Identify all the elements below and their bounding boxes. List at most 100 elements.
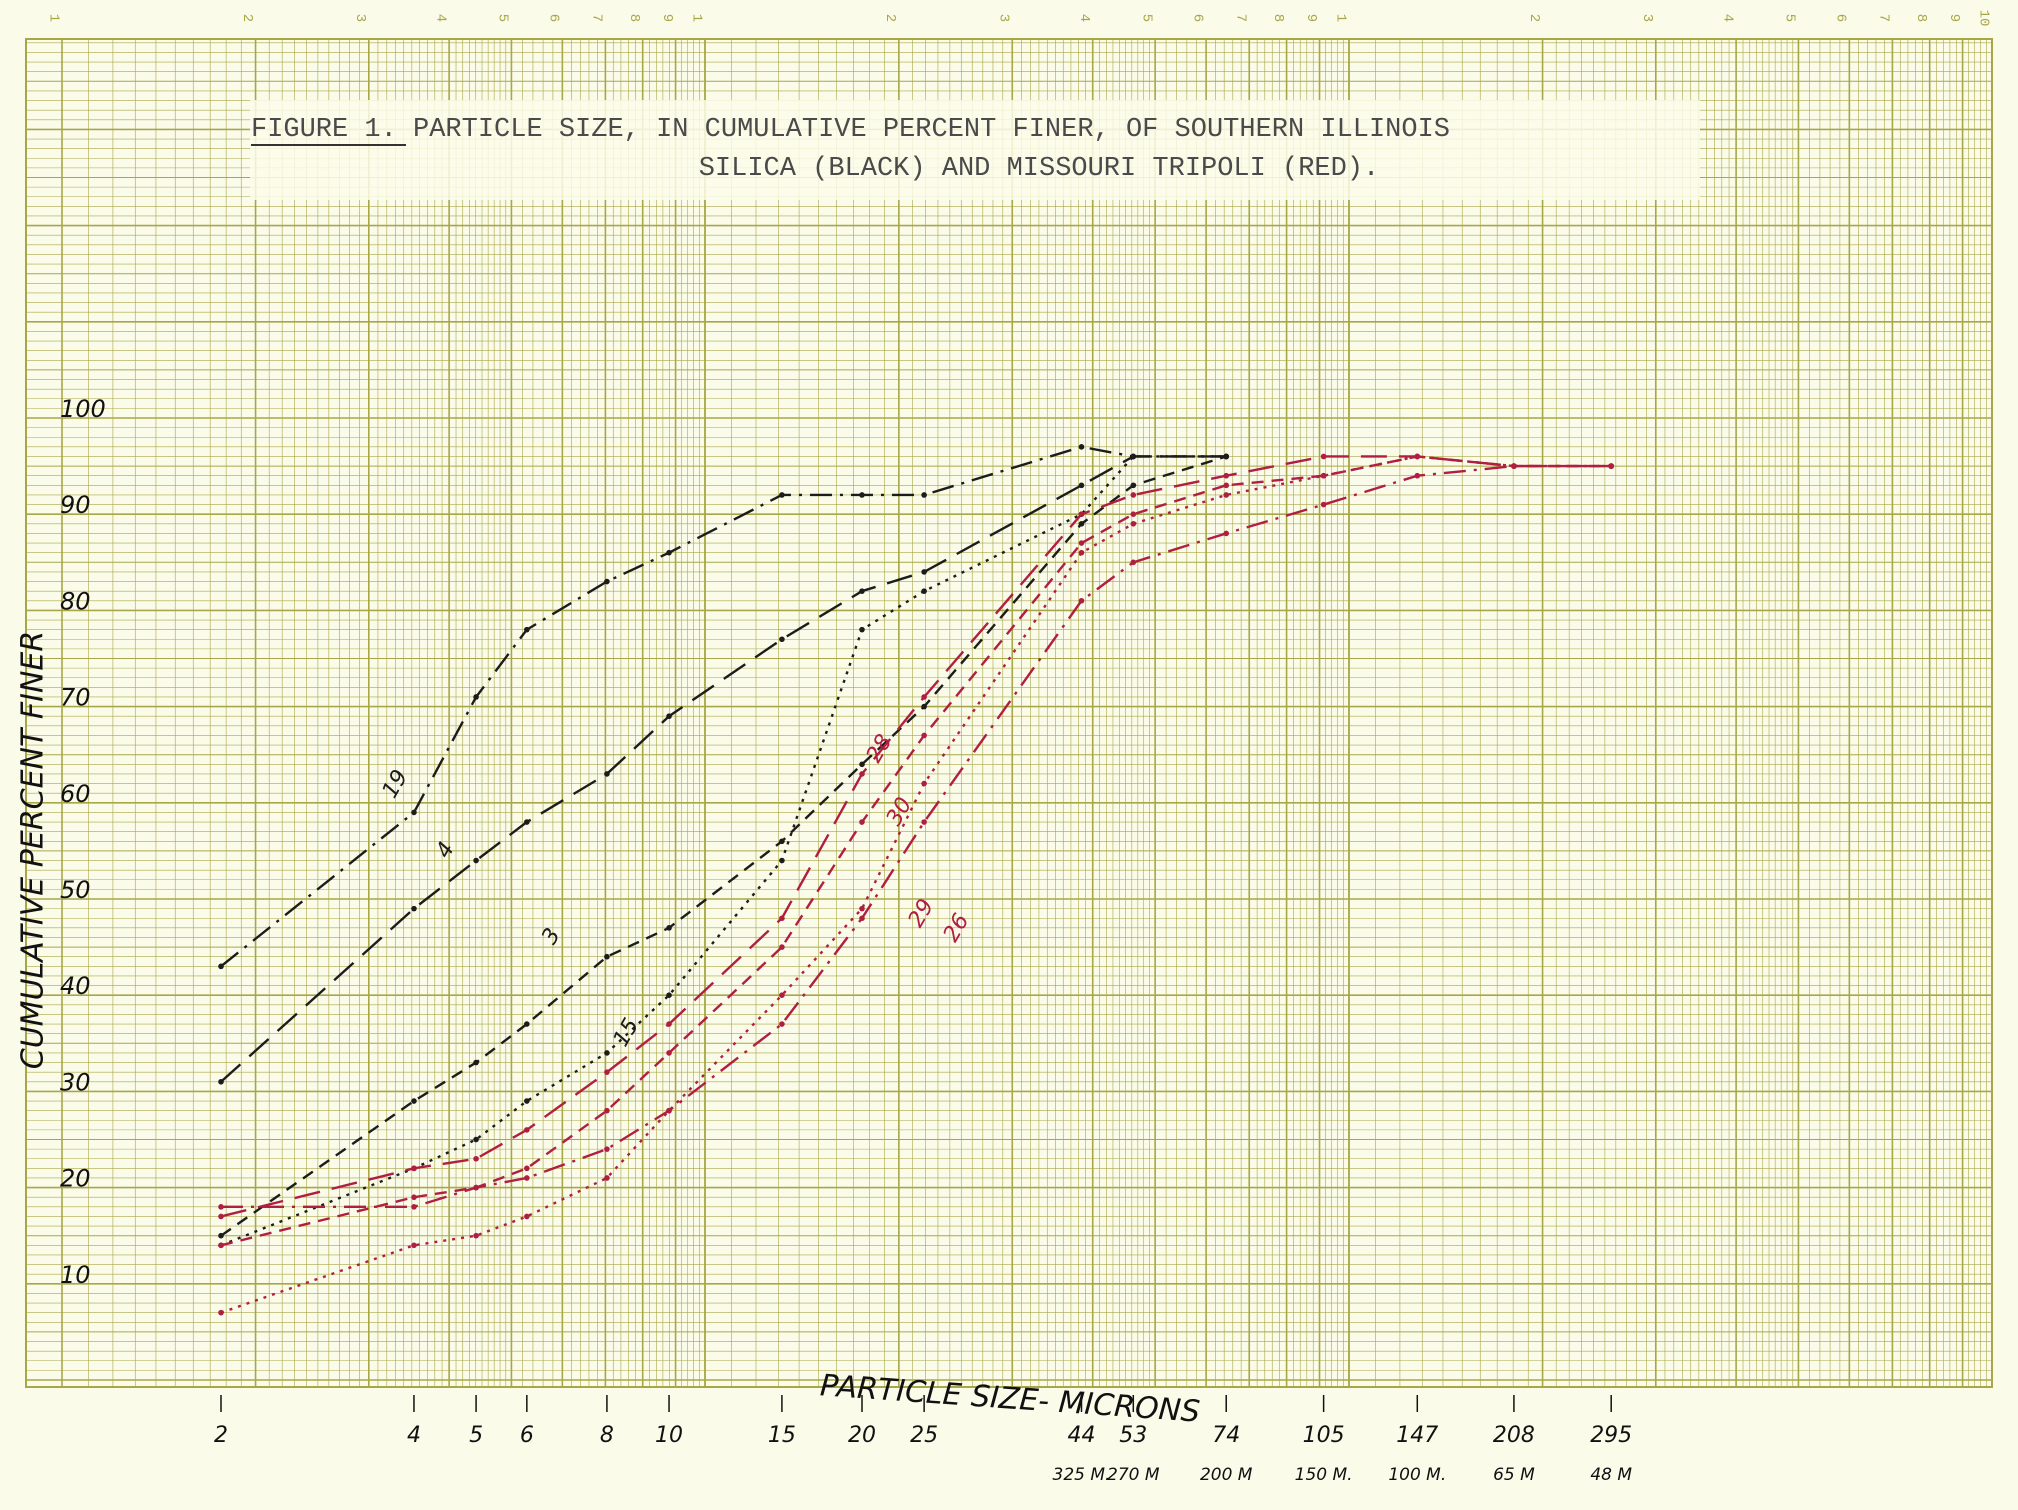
x-tick-label: 44 (1067, 1423, 1095, 1448)
data-point (1223, 482, 1230, 489)
mesh-tick-label: 65 M (1493, 1465, 1535, 1485)
mesh-tick-label: 200 M (1200, 1465, 1253, 1485)
data-point (411, 1204, 417, 1210)
data-point (524, 1098, 530, 1104)
paper-cycle-label: 8 (626, 14, 642, 22)
y-tick-label: 90 (60, 491, 91, 519)
x-tick-label: 147 (1396, 1423, 1438, 1448)
data-point (1078, 482, 1085, 489)
data-point (1130, 453, 1137, 460)
data-point (859, 588, 865, 594)
series-line (221, 464, 1612, 1209)
data-point (859, 761, 865, 768)
data-point (218, 1232, 224, 1239)
data-point (218, 1213, 224, 1220)
paper-cycle-label: 4 (1719, 14, 1735, 22)
paper-cycle-label: 9 (1946, 14, 1962, 22)
paper-cycle-label: 2 (882, 14, 898, 22)
data-point (666, 1107, 672, 1114)
paper-cycle-label: 2 (239, 14, 255, 22)
data-point (1223, 530, 1230, 537)
data-point (218, 1204, 224, 1210)
paper-cycle-label: 9 (1303, 14, 1319, 22)
paper-cycle-label: 4 (432, 14, 448, 22)
paper-cycle-label: 7 (589, 14, 605, 22)
data-point (604, 1069, 610, 1075)
paper-cycle-label: 4 (1076, 14, 1092, 22)
mesh-tick-label: 48 M (1590, 1465, 1632, 1485)
x-tick-label: 20 (848, 1423, 876, 1448)
x-tick-label: 15 (768, 1423, 796, 1448)
paper-cycle-label: 10 (1975, 10, 1991, 27)
paper-cycle-label: 8 (1913, 14, 1929, 22)
data-point (1414, 472, 1421, 479)
x-tick-label: 74 (1212, 1423, 1240, 1448)
data-point (473, 1232, 479, 1239)
data-point (604, 1175, 610, 1181)
paper-cycle-label: 5 (1782, 14, 1798, 22)
x-tick-label: 8 (600, 1423, 614, 1448)
data-point (1130, 482, 1137, 489)
data-point (604, 771, 610, 777)
data-point (524, 1175, 530, 1181)
data-point (524, 1165, 530, 1172)
data-point (473, 694, 479, 700)
x-tick-label: 2 (214, 1423, 228, 1448)
series-line (220, 455, 1612, 1218)
x-tick-label: 105 (1303, 1423, 1345, 1448)
data-point (921, 588, 927, 594)
data-point (604, 1146, 610, 1152)
data-point (1414, 453, 1421, 460)
data-point (921, 694, 927, 700)
data-point (473, 1059, 479, 1066)
data-point (1078, 521, 1085, 527)
x-tick-label: 5 (469, 1423, 483, 1448)
data-point (666, 925, 672, 931)
y-tick-label: 50 (60, 876, 91, 904)
data-point (411, 905, 417, 912)
paper-cycle-label: 1 (1332, 14, 1348, 22)
title-backdrop (250, 100, 1700, 200)
y-tick-label: 40 (60, 972, 91, 1000)
data-point (1130, 492, 1137, 498)
paper-cycle-label: 9 (659, 14, 675, 22)
y-tick-label: 20 (60, 1165, 91, 1193)
data-point (1130, 511, 1137, 517)
mesh-tick-label: 325 M. (1053, 1465, 1111, 1485)
data-point (859, 771, 865, 777)
data-point (666, 549, 672, 556)
paper-cycle-label: 3 (1639, 14, 1655, 22)
data-point (473, 857, 479, 864)
paper-cycle-label: 2 (1526, 14, 1542, 22)
paper-cycle-label: 7 (1876, 14, 1892, 22)
data-point (779, 915, 785, 922)
data-point (1078, 549, 1085, 556)
y-tick-label: 30 (60, 1068, 91, 1096)
paper-cycle-label: 3 (352, 14, 368, 22)
paper-cycle-label: 7 (1233, 14, 1249, 22)
x-tick-label: 4 (407, 1423, 421, 1448)
data-point (473, 1155, 479, 1162)
data-point (1320, 501, 1327, 508)
data-point (218, 1242, 224, 1249)
mesh-tick-label: 270 M (1107, 1465, 1160, 1485)
paper-grid (25, 38, 1993, 1388)
chart-title: SILICA (BLACK) AND MISSOURI TRIPOLI (RED… (699, 154, 1380, 184)
x-tick-label: 6 (520, 1423, 534, 1448)
paper-cycle-label: 1 (45, 14, 61, 22)
data-point (1078, 540, 1085, 546)
data-point (524, 1127, 530, 1133)
data-point (411, 1242, 417, 1249)
data-point (1078, 597, 1085, 604)
data-point (779, 492, 785, 498)
paper-cycle-label: 6 (1189, 14, 1205, 22)
data-point (921, 492, 927, 498)
data-point (921, 703, 927, 710)
paper-cycle-label: 6 (1833, 14, 1849, 22)
data-point (859, 819, 865, 825)
data-point (859, 492, 865, 498)
x-tick-label: 10 (655, 1423, 683, 1448)
series-line (220, 455, 1227, 1247)
x-tick-label: 295 (1590, 1423, 1632, 1448)
